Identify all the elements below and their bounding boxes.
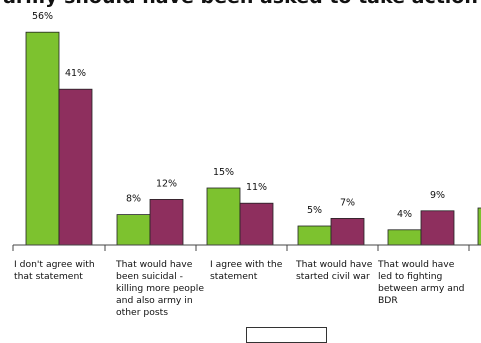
category-label-1: That would have been suicidal - killing … bbox=[116, 259, 204, 318]
value-label: 12% bbox=[156, 178, 177, 189]
value-label: 9% bbox=[430, 190, 445, 201]
bar-s2-4 bbox=[420, 210, 455, 246]
bar-s2-2 bbox=[239, 202, 274, 246]
category-label-2: I agree with the statement bbox=[210, 259, 283, 282]
bar-s2-0 bbox=[58, 88, 93, 246]
bar-s1-4 bbox=[387, 229, 422, 246]
category-label-0: I don't agree with that statement bbox=[14, 259, 95, 282]
value-label: 4% bbox=[397, 209, 412, 220]
value-label: 8% bbox=[126, 194, 141, 205]
bar-s2-3 bbox=[330, 217, 365, 246]
value-label: 5% bbox=[307, 205, 322, 216]
bar-s1-2 bbox=[206, 187, 241, 246]
value-label: 56% bbox=[32, 11, 53, 22]
bar-s1-0 bbox=[25, 31, 60, 246]
bar-chart: 56% 8% 15% 5% 4% 41% 12% 11% 7% 9% bbox=[12, 11, 481, 251]
bar-s1-1 bbox=[116, 214, 151, 246]
category-label-3: That would have started civil war bbox=[296, 259, 373, 282]
chart-title: army should have been asked to take acti… bbox=[0, 0, 481, 8]
value-label: 7% bbox=[340, 197, 355, 208]
bar-s2-1 bbox=[149, 198, 184, 246]
category-label-4: That would have led to fighting between … bbox=[378, 259, 465, 306]
value-label: 41% bbox=[65, 68, 86, 79]
value-label: 11% bbox=[246, 182, 267, 193]
legend bbox=[246, 327, 327, 343]
bar-edge bbox=[477, 207, 481, 246]
bar-s1-3 bbox=[297, 225, 332, 246]
value-label: 15% bbox=[213, 167, 234, 178]
